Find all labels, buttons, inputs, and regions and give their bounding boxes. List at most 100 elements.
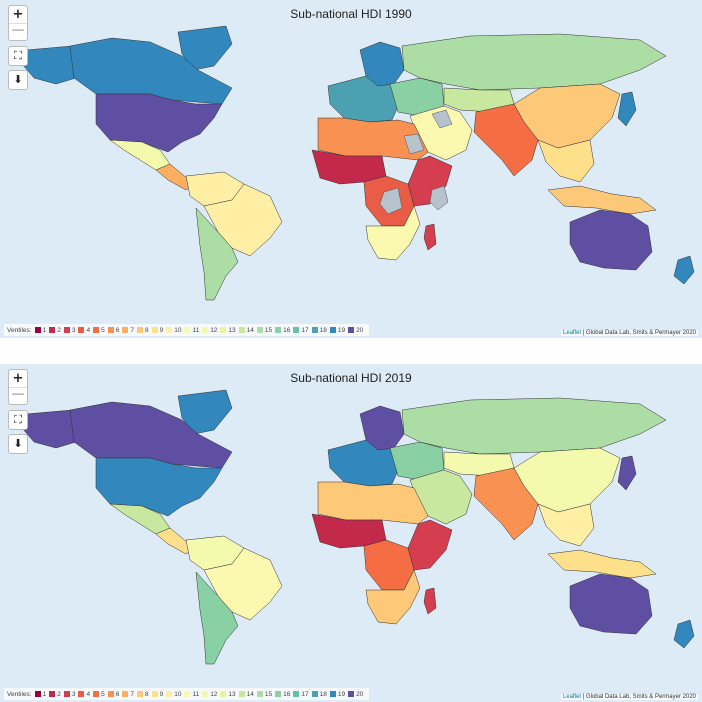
legend-label: 7 (130, 326, 134, 334)
legend-swatch (202, 327, 209, 333)
region-china[interactable] (513, 447, 621, 513)
legend-item: 16 (275, 691, 290, 698)
region-no-data[interactable] (403, 133, 425, 155)
region-no-data[interactable] (431, 109, 453, 129)
legend-item: 4 (78, 327, 90, 334)
legend-label: 10 (174, 690, 182, 698)
legend-label: 9 (159, 690, 164, 698)
legend-label: 9 (159, 326, 164, 334)
region-japan[interactable] (617, 455, 637, 491)
legend-label: 4 (86, 690, 91, 698)
region-japan[interactable] (617, 91, 637, 127)
legend-item: 11 (184, 327, 199, 334)
fullscreen-icon: ⛶ (14, 49, 22, 62)
legend-swatch (93, 691, 100, 697)
legend-swatch (220, 327, 227, 333)
zoom-out-button[interactable]: — (9, 387, 27, 404)
region-australia[interactable] (569, 209, 653, 271)
legend-item: 3 (63, 327, 75, 334)
legend-swatch (49, 327, 56, 333)
region-scandinavia[interactable] (359, 405, 405, 451)
legend-swatch (220, 691, 227, 697)
region-greenland[interactable] (177, 389, 233, 435)
legend-item: 20 (348, 691, 363, 698)
region-no-data[interactable] (429, 185, 449, 211)
legend: Ventiles: 1 2 3 4 5 6 7 8 9 10 11 12 13 14 15 16 17 18 19 2… (4, 688, 370, 700)
region-north-africa[interactable] (317, 481, 429, 525)
region-south-america-south[interactable] (195, 207, 239, 301)
fullscreen-button[interactable]: ⛶ (8, 46, 28, 66)
region-scandinavia[interactable] (359, 41, 405, 87)
legend-swatch (275, 327, 282, 333)
region-indonesia[interactable] (547, 549, 657, 579)
map-panel-1990[interactable]: Sub-national HDI 1990 + — ⛶ ⬇ Ventiles: … (0, 0, 702, 338)
legend-items: 1 2 3 4 5 6 7 8 9 10 11 12 13 14 15 16 17 18 19 20 (34, 690, 367, 698)
legend-swatch (238, 691, 245, 697)
download-icon: ⬇ (13, 73, 23, 86)
fullscreen-icon: ⛶ (14, 413, 22, 426)
region-australia[interactable] (569, 573, 653, 635)
legend-title: Ventiles: (7, 326, 32, 334)
legend-swatch (311, 691, 318, 697)
region-no-data[interactable] (379, 187, 403, 215)
region-southern-africa[interactable] (365, 569, 421, 625)
download-icon: ⬇ (13, 437, 23, 450)
download-button[interactable]: ⬇ (8, 434, 28, 454)
region-madagascar[interactable] (423, 587, 437, 615)
zoom-out-button[interactable]: — (9, 23, 27, 40)
region-madagascar[interactable] (423, 223, 437, 251)
legend-label: 3 (71, 690, 76, 698)
legend-swatch (136, 691, 143, 697)
legend-label: 12 (210, 326, 218, 334)
legend-item: 15 (256, 691, 272, 698)
region-south-america-south[interactable] (195, 571, 239, 665)
world-map[interactable] (0, 364, 702, 702)
attribution: Leaflet | Global Data Lab, Smits & Perma… (561, 694, 698, 700)
fullscreen-button[interactable]: ⛶ (8, 410, 28, 430)
legend-label: 10 (174, 326, 182, 334)
legend-item: 1 (34, 691, 46, 698)
legend-item: 11 (184, 691, 199, 698)
legend-item: 3 (63, 690, 76, 698)
region-greenland[interactable] (177, 25, 233, 71)
legend-label: 15 (264, 326, 273, 334)
map-title: Sub-national HDI 2019 (290, 371, 412, 385)
legend-swatch (256, 327, 263, 333)
legend-item: 5 (93, 327, 105, 334)
region-indonesia[interactable] (547, 185, 657, 215)
legend-swatch (78, 691, 85, 697)
zoom-in-button[interactable]: + (12, 371, 24, 386)
legend-item: 2 (49, 691, 61, 698)
attribution-text: | Global Data Lab, Smits & Permayer 2020 (581, 694, 696, 700)
legend-item: 18 (311, 691, 327, 698)
leaflet-link[interactable]: Leaflet (563, 330, 582, 336)
legend-label: 1 (42, 326, 47, 334)
zoom-in-button[interactable]: + (12, 7, 24, 22)
legend-swatch (184, 327, 191, 333)
download-button[interactable]: ⬇ (8, 70, 28, 90)
legend-label: 20 (356, 326, 364, 334)
region-southern-africa[interactable] (365, 205, 421, 261)
legend-swatch (93, 327, 100, 333)
legend-item: 9 (151, 690, 164, 698)
legend-swatch (166, 691, 173, 697)
legend: Ventiles: 1 2 3 4 5 6 7 8 9 10 11 12 13 14 15 16 17 18 19 2… (4, 324, 370, 336)
legend-item: 17 (293, 691, 309, 698)
map-panel-2019[interactable]: Sub-national HDI 2019 + — ⛶ ⬇ Ventiles: … (0, 364, 702, 702)
region-new-zealand[interactable] (673, 255, 695, 285)
legend-item: 6 (107, 691, 119, 698)
region-china[interactable] (513, 83, 621, 149)
legend-swatch (293, 691, 300, 697)
region-new-zealand[interactable] (673, 619, 695, 649)
leaflet-link[interactable]: Leaflet (563, 694, 582, 700)
legend-item: 10 (166, 327, 181, 334)
region-southeast-asia[interactable] (537, 139, 595, 183)
legend-swatch (107, 691, 114, 697)
legend-item: 13 (220, 691, 236, 698)
world-map[interactable] (0, 0, 702, 338)
legend-item: 17 (293, 327, 309, 334)
region-southeast-asia[interactable] (537, 503, 595, 547)
attribution: Leaflet | Global Data Lab, Smits & Perma… (561, 330, 698, 336)
legend-item: 13 (220, 327, 236, 334)
region-north-africa[interactable] (317, 117, 429, 161)
